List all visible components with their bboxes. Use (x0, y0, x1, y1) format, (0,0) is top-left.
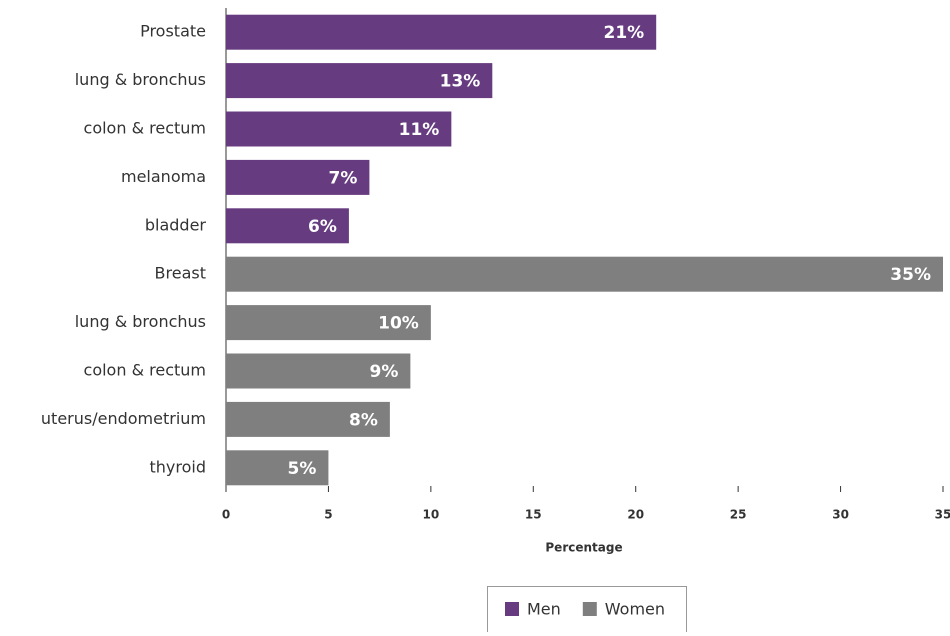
y-tick-label: lung & bronchus (75, 70, 206, 89)
legend-swatch (505, 602, 519, 616)
x-tick-label: 35 (935, 508, 950, 522)
x-tick-label: 5 (324, 508, 332, 522)
value-label: 8% (349, 410, 378, 430)
y-tick-label: lung & bronchus (75, 312, 206, 331)
value-label: 6% (308, 217, 337, 237)
bar (226, 256, 943, 292)
value-label: 21% (603, 23, 644, 43)
bar (226, 208, 349, 244)
bar (226, 111, 452, 147)
x-tick-label: 0 (222, 508, 230, 522)
x-tick-label: 25 (730, 508, 747, 522)
value-label: 13% (440, 72, 481, 92)
y-tick-label: bladder (145, 215, 207, 234)
legend-label: Men (527, 600, 561, 619)
x-tick-label: 15 (525, 508, 542, 522)
value-label: 5% (288, 459, 317, 479)
y-tick-label: colon & rectum (84, 119, 206, 138)
y-tick-label: colon & rectum (84, 361, 206, 380)
y-tick-label: Breast (155, 264, 206, 283)
y-tick-label: Prostate (140, 22, 206, 41)
legend-swatch (582, 602, 597, 616)
bar (226, 305, 431, 341)
bar (226, 353, 411, 389)
value-label: 7% (329, 168, 358, 188)
x-tick-label: 20 (627, 508, 644, 522)
bar (226, 14, 657, 50)
value-label: 35% (890, 265, 931, 285)
x-tick-label: 10 (423, 508, 440, 522)
bar (226, 63, 493, 99)
x-axis-label: Percentage (545, 541, 622, 555)
legend-label: Women (605, 600, 665, 619)
bar (226, 450, 329, 486)
y-tick-label: thyroid (150, 457, 207, 476)
value-label: 10% (378, 314, 419, 334)
bar (226, 159, 370, 195)
x-tick-label: 30 (832, 508, 849, 522)
y-tick-label: melanoma (121, 167, 206, 186)
value-label: 9% (369, 362, 398, 382)
y-tick-label: uterus/endometrium (41, 409, 206, 428)
value-label: 11% (399, 120, 440, 140)
bar (226, 401, 390, 437)
